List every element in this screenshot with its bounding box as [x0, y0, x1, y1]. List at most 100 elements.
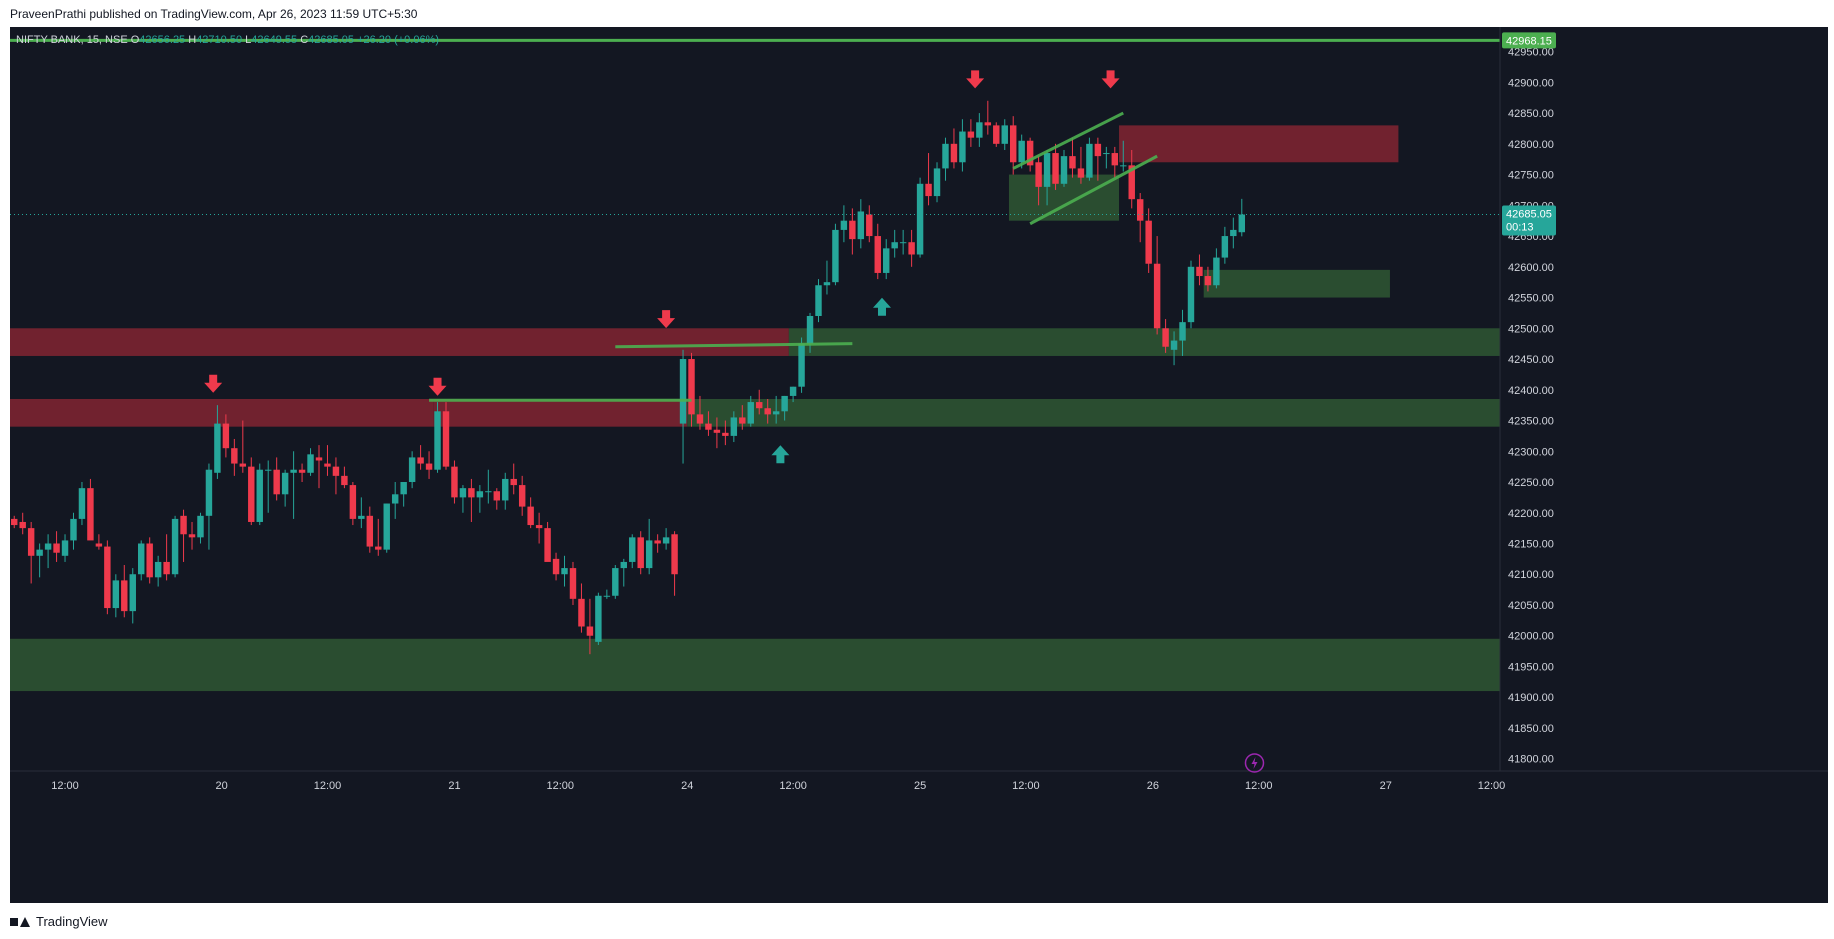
candle-body: [866, 214, 873, 237]
candle-body: [1077, 168, 1085, 178]
candle-body: [815, 285, 822, 316]
candle-body: [417, 457, 424, 464]
candle-body: [214, 423, 221, 473]
candle-body: [544, 528, 551, 562]
candle-body: [1026, 140, 1034, 166]
candle-body: [1162, 328, 1169, 347]
candle-body: [61, 540, 69, 556]
x-tick-label: 25: [914, 780, 926, 792]
candle-body: [87, 488, 94, 541]
candle-body: [1170, 340, 1178, 350]
candle-body: [840, 220, 848, 230]
legend-o-value: 42656.25: [139, 34, 188, 46]
candle-body: [231, 448, 238, 464]
candle-body: [1009, 125, 1017, 163]
y-tick-label: 42150.00: [1508, 538, 1554, 550]
trendline: [615, 342, 853, 349]
candle-body: [205, 469, 213, 516]
candle-body: [561, 568, 568, 575]
y-tick-label: 42200.00: [1508, 508, 1554, 520]
candle-body: [688, 359, 695, 415]
candle-body: [739, 417, 746, 424]
candle-body: [408, 457, 416, 483]
candle-body: [518, 485, 526, 507]
candle-body: [772, 411, 780, 415]
candle-body: [1043, 153, 1051, 187]
candle-body: [171, 518, 179, 575]
candle-body: [324, 463, 331, 467]
candle-body: [44, 543, 52, 550]
chart-frame[interactable]: 42950.00 42900.00 42850.00 42800.00 42750.00…: [10, 27, 1828, 903]
y-tick-label: 42400.00: [1508, 385, 1554, 397]
candle-body: [637, 537, 644, 569]
y-tick-label: 42050.00: [1508, 600, 1554, 612]
candle-body: [510, 478, 517, 486]
down-arrow-icon: [657, 310, 676, 329]
up-arrow-icon: [771, 445, 790, 464]
x-tick-label: 12:00: [51, 780, 79, 792]
candle-body: [425, 463, 433, 470]
candle-body: [823, 282, 831, 286]
candle-body: [1069, 156, 1076, 169]
x-tick-label: 12:00: [314, 780, 342, 792]
x-tick-label: 12:00: [1245, 780, 1273, 792]
y-tick-label: 41850.00: [1508, 723, 1554, 735]
zones-layer: [10, 125, 1500, 692]
candle-body: [942, 143, 949, 169]
candle-body: [705, 423, 712, 430]
candle-body: [645, 540, 653, 569]
candle-body: [756, 402, 763, 409]
candle-body: [332, 466, 340, 476]
y-tick-label: 42850.00: [1508, 108, 1554, 120]
candle-body: [180, 515, 187, 535]
y-tick-label: 42800.00: [1508, 139, 1554, 151]
candle-body: [891, 242, 898, 249]
candle-body: [298, 469, 306, 473]
lightning-icon: [1244, 753, 1265, 773]
candle-body: [1103, 153, 1110, 155]
x-tick-label: 20: [216, 780, 228, 792]
candle-body: [154, 561, 162, 578]
candle-body: [502, 478, 509, 501]
candle-body: [959, 131, 966, 163]
resistance-zone: [433, 399, 688, 427]
candle-body: [1094, 143, 1102, 157]
candle-body: [27, 528, 35, 556]
y-tick-label: 42100.00: [1508, 569, 1554, 581]
candle-body: [434, 411, 441, 470]
candle-body: [485, 491, 492, 493]
candle-body: [138, 543, 145, 575]
candle-body: [883, 248, 890, 273]
candle-body: [375, 546, 382, 550]
candlestick-chart[interactable]: 42950.00 42900.00 42850.00 42800.00 42750.00…: [10, 27, 1828, 903]
candle-body: [273, 469, 280, 495]
candle-body: [849, 220, 856, 240]
publisher-caption: PraveenPrathi published on TradingView.c…: [10, 7, 418, 21]
arrows-layer: [204, 70, 1120, 464]
y-tick-label: 42250.00: [1508, 477, 1554, 489]
candle-body: [78, 488, 86, 519]
candle-body: [121, 580, 128, 612]
candle-body: [1221, 236, 1229, 258]
y-tick-label: 42450.00: [1508, 354, 1554, 366]
y-tick-label: 42600.00: [1508, 262, 1554, 274]
candle-body: [1120, 165, 1127, 167]
candle-body: [366, 515, 374, 547]
candle-body: [832, 229, 839, 283]
candle-body: [349, 485, 357, 519]
candle-body: [671, 534, 678, 575]
y-tick-label: 42900.00: [1508, 77, 1554, 89]
candle-body: [976, 122, 983, 138]
candle-body: [908, 242, 915, 255]
candle-body: [315, 457, 323, 461]
legend-l-value: 42649.55: [251, 34, 300, 46]
candle-body: [654, 540, 661, 544]
y-tick-label: 42550.00: [1508, 293, 1554, 305]
candle-body: [1018, 140, 1025, 163]
candle-body: [764, 408, 771, 415]
x-tick-label: 24: [681, 780, 693, 792]
lightning-bolt-icon: [1251, 757, 1258, 769]
up-arrow-icon: [872, 297, 891, 316]
x-tick-label: 26: [1147, 780, 1159, 792]
candle-body: [747, 402, 754, 424]
